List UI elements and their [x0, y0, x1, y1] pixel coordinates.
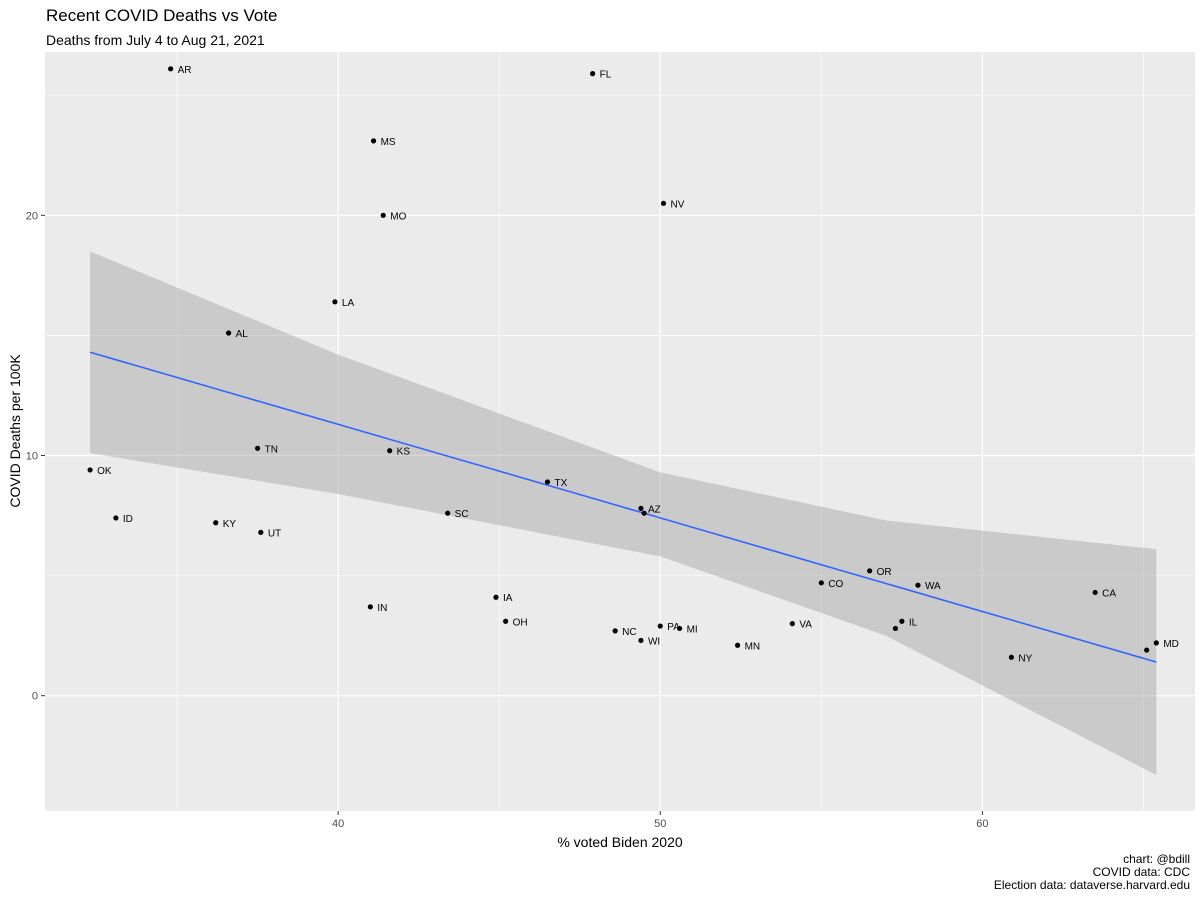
data-point-tn — [255, 445, 261, 451]
x-axis-title: % voted Biden 2020 — [557, 834, 683, 850]
point-label-mi: MI — [687, 624, 698, 635]
point-label-al: AL — [236, 329, 249, 340]
point-label-wa: WA — [925, 581, 941, 592]
data-point-or — [867, 568, 873, 574]
data-point-al — [226, 330, 232, 336]
caption-line-election-source: Election data: dataverse.harvard.edu — [993, 878, 1190, 892]
point-label-ms: MS — [381, 137, 396, 148]
data-point — [1144, 647, 1150, 653]
data-point-tx — [544, 479, 551, 485]
data-point-ky — [213, 520, 219, 526]
point-label-il: IL — [909, 617, 918, 628]
x-tick-label: 40 — [332, 818, 344, 830]
data-point-va — [789, 621, 795, 627]
minor-grid — [45, 52, 1195, 811]
point-label-va: VA — [799, 620, 812, 631]
point-label-ks: KS — [397, 447, 411, 458]
point-label-wi: WI — [648, 636, 660, 647]
data-point — [641, 510, 647, 516]
chart-subtitle: Deaths from July 4 to Aug 21, 2021 — [46, 32, 265, 48]
chart-title: Recent COVID Deaths vs Vote — [46, 6, 278, 25]
point-label-ia: IA — [503, 593, 513, 604]
data-point-ny — [1008, 654, 1014, 660]
point-labels: AR FL MS NV MO LA AL TN KS OK TX AZ SC ID KY UT OR CO WA CA… — [97, 65, 1179, 664]
point-label-id: ID — [123, 514, 133, 525]
data-point-mn — [734, 642, 741, 648]
data-point-wi — [638, 637, 644, 644]
data-point-mo — [380, 212, 386, 218]
point-label-ky: KY — [223, 519, 237, 530]
data-point-fl — [590, 71, 596, 77]
point-label-ok: OK — [97, 466, 112, 477]
data-point-ar — [168, 66, 174, 72]
confidence-band — [90, 251, 1157, 775]
data-point-id — [113, 515, 119, 521]
caption-line-credit: chart: @bdill — [1123, 852, 1190, 866]
point-label-sc: SC — [455, 509, 469, 520]
data-point-ia — [493, 594, 499, 600]
data-point-oh — [503, 618, 509, 624]
data-point-mi — [676, 625, 683, 632]
data-point-ok — [87, 467, 93, 473]
y-tick-label: 20 — [26, 210, 38, 222]
point-label-pa: PA — [667, 622, 680, 633]
x-tick-label: 60 — [976, 818, 988, 830]
major-grid — [45, 52, 1195, 811]
data-point-ca — [1092, 589, 1098, 596]
data-point-ms — [370, 138, 377, 144]
data-point — [892, 625, 899, 632]
point-label-tx: TX — [555, 478, 568, 489]
data-point-la — [332, 299, 338, 305]
point-label-mo: MO — [390, 211, 406, 222]
point-label-nv: NV — [670, 199, 684, 210]
y-tick-label: 0 — [32, 691, 38, 703]
x-axis-ticks: 40 50 60 — [332, 811, 989, 830]
data-point-pa — [657, 623, 663, 629]
data-point-wa — [915, 582, 921, 588]
caption-line-covid-source: COVID data: CDC — [1092, 865, 1190, 879]
trend-line — [89, 351, 1157, 663]
data-point-md — [1153, 640, 1159, 646]
point-label-md: MD — [1163, 639, 1179, 650]
point-label-la: LA — [342, 298, 355, 309]
point-label-in: IN — [377, 603, 387, 614]
point-label-ca: CA — [1102, 588, 1116, 599]
point-label-co: CO — [828, 579, 843, 590]
y-tick-label: 10 — [26, 451, 38, 463]
data-point-il — [899, 618, 905, 624]
data-point-in — [367, 604, 373, 610]
point-label-ar: AR — [178, 65, 192, 76]
data-points — [87, 66, 1159, 660]
data-point-co — [818, 580, 824, 586]
x-tick-label: 50 — [654, 818, 666, 830]
data-point-sc — [445, 510, 451, 516]
point-label-ny: NY — [1018, 653, 1032, 664]
data-point-nv — [660, 200, 667, 206]
point-label-oh: OH — [513, 617, 528, 628]
point-label-nc: NC — [622, 627, 636, 638]
data-point-nc — [612, 628, 618, 634]
point-label-ut: UT — [268, 528, 281, 539]
point-label-fl: FL — [600, 70, 612, 81]
data-point-az — [638, 505, 644, 511]
point-label-or: OR — [877, 567, 892, 578]
point-label-tn: TN — [265, 444, 278, 455]
y-axis-title: COVID Deaths per 100K — [7, 354, 23, 508]
y-axis-ticks: 0 10 20 — [26, 210, 45, 703]
point-label-az: AZ — [648, 504, 661, 515]
data-point-ut — [258, 529, 264, 535]
point-label-mn: MN — [745, 641, 761, 652]
chart-caption: chart: @bdill COVID data: CDC Election d… — [994, 853, 1190, 892]
data-point-ks — [387, 448, 393, 454]
plot-panel — [45, 52, 1195, 811]
